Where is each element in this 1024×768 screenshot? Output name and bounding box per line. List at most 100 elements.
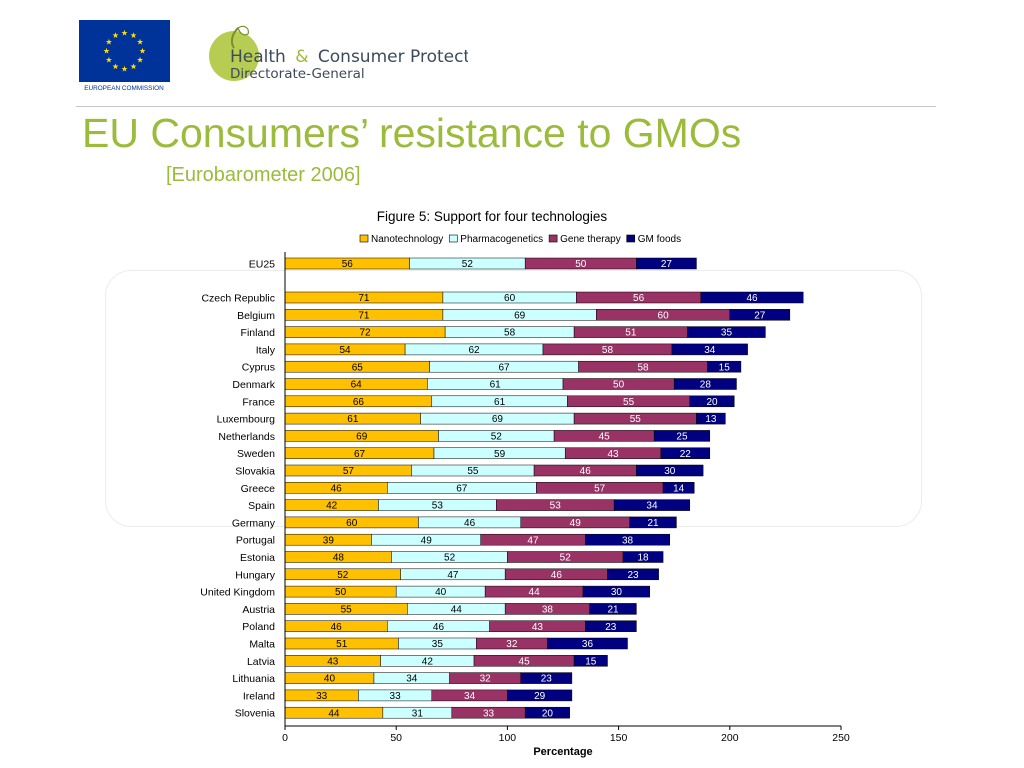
category-label: Denmark [232, 379, 275, 391]
eu-star-icon [103, 47, 110, 54]
bar-value-label: 55 [630, 414, 642, 425]
svg-text:Health & Consumer Prot: Health & Consumer Protection [230, 47, 468, 67]
category-label: Portugal [236, 535, 275, 547]
bar-value-label: 60 [658, 310, 670, 321]
eu-star-icon [139, 47, 146, 54]
bar-value-label: 28 [700, 380, 712, 391]
bar-value-label: 50 [613, 380, 625, 391]
x-tick-label: 150 [610, 732, 628, 744]
category-label: Netherlands [218, 431, 275, 443]
bar-value-label: 46 [580, 466, 592, 477]
bar-value-label: 56 [633, 293, 645, 304]
bar-value-label: 32 [506, 639, 518, 650]
bar-value-label: 46 [433, 622, 445, 633]
bar-value-label: 60 [346, 518, 358, 529]
bar-value-label: 53 [432, 501, 444, 512]
bar-value-label: 55 [623, 397, 635, 408]
bar-value-label: 51 [625, 328, 637, 339]
bar-value-label: 57 [343, 466, 355, 477]
bar-value-label: 23 [541, 674, 553, 685]
x-axis-label: Percentage [533, 746, 592, 758]
bar-value-label: 20 [542, 708, 554, 719]
bar-value-label: 34 [704, 345, 716, 356]
bar-segment [622, 551, 664, 563]
slide-title: EU Consumers’ resistance to GMOs [82, 110, 742, 156]
eu-star-icon [137, 38, 144, 45]
eu-star-icon [112, 63, 119, 70]
legend-label: Nanotechnology [371, 234, 443, 245]
bar-segment [507, 689, 573, 702]
category-label: Greece [241, 483, 276, 495]
bar-segment [573, 655, 608, 667]
bar-value-label: 15 [719, 362, 731, 373]
bar-value-label: 43 [327, 656, 339, 667]
bar-value-label: 38 [542, 605, 554, 616]
bar-value-label: 52 [337, 570, 349, 581]
bar-value-label: 52 [462, 259, 474, 270]
bar-value-label: 29 [534, 691, 546, 702]
legend-label: Pharmacogenetics [460, 234, 543, 245]
bar-value-label: 22 [680, 449, 692, 460]
bar-value-label: 38 [622, 535, 634, 546]
bar-value-label: 42 [326, 501, 338, 512]
bar-value-label: 67 [354, 449, 366, 460]
bar-segment [629, 516, 677, 529]
eu-star-icon [112, 32, 119, 38]
category-label: Malta [249, 639, 275, 651]
bar-segment [589, 603, 637, 615]
bar-value-label: 58 [637, 362, 649, 373]
bar-segment [547, 637, 628, 650]
bar-value-label: 27 [661, 259, 673, 270]
bar-value-label: 30 [664, 466, 676, 477]
dg-health-consumer-logo: Health & Consumer Protection Directorate… [209, 25, 468, 82]
category-label: Slovakia [235, 466, 275, 478]
bar-value-label: 62 [468, 345, 480, 356]
bar-value-label: 50 [575, 259, 587, 270]
legend-swatch [548, 234, 558, 243]
category-label: Lithuania [232, 673, 275, 685]
bar-segment [696, 412, 726, 425]
chart-title: Figure 5: Support for four technologies [377, 209, 608, 224]
bar-segment [524, 706, 570, 719]
category-label: Belgium [237, 310, 275, 322]
x-tick-label: 50 [390, 732, 402, 744]
eu-star-icon [121, 65, 128, 72]
bar-value-label: 47 [447, 570, 459, 581]
bar-value-label: 13 [705, 414, 717, 425]
category-label: Ireland [243, 690, 275, 702]
bar-value-label: 33 [390, 691, 402, 702]
category-label: Czech Republic [201, 293, 275, 305]
bar-value-label: 30 [611, 587, 623, 598]
bar-segment [653, 430, 711, 442]
bar-value-label: 69 [492, 414, 504, 425]
bar-value-label: 23 [605, 622, 617, 633]
bar-segment [687, 326, 766, 338]
bar-value-label: 72 [359, 328, 371, 339]
bar-value-label: 59 [494, 449, 506, 460]
category-label: United Kingdom [200, 587, 275, 599]
bar-value-label: 44 [451, 605, 463, 616]
bar-value-label: 18 [637, 553, 649, 564]
bar-segment [660, 447, 711, 459]
bar-segment [707, 360, 742, 373]
bar-value-label: 66 [353, 397, 365, 408]
bars-group: 56 52 50 27 71 60 56 46 71 69 60 27 72 58 51 35 54 62 58 34… [284, 257, 804, 719]
bar-value-label: 61 [494, 397, 506, 408]
bar-value-label: 34 [406, 674, 418, 685]
category-label: Hungary [235, 569, 275, 581]
eu-star-icon [105, 56, 112, 63]
bar-value-label: 35 [721, 328, 733, 339]
category-label: Poland [242, 621, 275, 633]
bar-segment [662, 482, 695, 494]
bar-value-label: 69 [356, 432, 368, 443]
bar-segment [607, 568, 659, 581]
bar-value-label: 31 [412, 708, 424, 719]
bar-segment [636, 464, 704, 477]
category-label: Italy [256, 344, 276, 356]
bar-value-label: 20 [706, 397, 718, 408]
category-label: Spain [248, 500, 275, 512]
bar-segment [582, 585, 650, 598]
bar-segment [584, 620, 637, 632]
bar-value-label: 46 [551, 570, 563, 581]
